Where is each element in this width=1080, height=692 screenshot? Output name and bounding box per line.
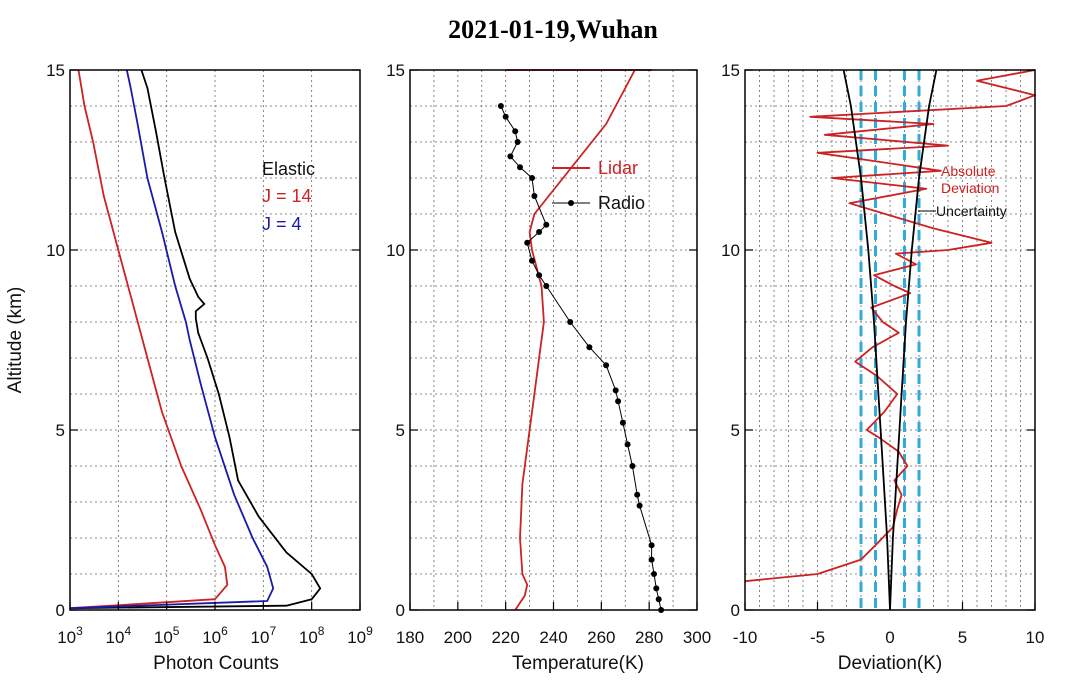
radio-point — [514, 139, 521, 145]
radio-point — [536, 272, 543, 279]
radio-point — [615, 398, 622, 405]
radio-point — [507, 153, 514, 160]
legend-lidar: Lidar — [598, 158, 638, 178]
radio-point — [619, 419, 626, 426]
radio-point — [651, 571, 657, 577]
radio-point — [529, 175, 535, 181]
y-tick-label: 5 — [731, 421, 740, 440]
legend-j4: J = 4 — [262, 214, 302, 234]
x-axis-label-temperature: Temperature(K) — [512, 653, 644, 674]
x-tick-label: 260 — [587, 628, 615, 647]
x-tick-label: -5 — [810, 628, 825, 647]
radio-point — [529, 257, 535, 264]
y-axis-label: Altitude (km) — [5, 287, 26, 394]
x-axis-label-deviation: Deviation(K) — [838, 653, 943, 674]
radio-point — [497, 103, 504, 109]
x-tick-exponent: 9 — [366, 624, 373, 638]
legend-radio-marker — [568, 200, 574, 206]
x-tick-label: 0 — [885, 628, 894, 647]
radio-point — [543, 283, 550, 289]
radio-point — [653, 585, 660, 592]
radio-point — [531, 193, 538, 199]
radio-point — [629, 463, 636, 469]
radio-point — [634, 491, 641, 498]
radio-point — [648, 556, 655, 563]
figure-title: 2021-01-19,Wuhan — [448, 15, 658, 44]
x-tick-label: -10 — [733, 628, 758, 647]
series-uncertainty-line — [842, 69, 891, 611]
x-tick-label: 180 — [396, 628, 424, 647]
x-tick-exponent: 3 — [76, 624, 83, 638]
radio-point — [536, 229, 543, 235]
radio-point — [586, 344, 593, 351]
series-j-4-line — [69, 69, 275, 610]
x-tick-exponent: 7 — [269, 624, 276, 638]
series-elastic-line — [69, 69, 322, 610]
x-tick-label: 280 — [635, 628, 663, 647]
annotation-deviation: Deviation — [941, 180, 999, 196]
legend-j14: J = 14 — [262, 186, 312, 206]
y-tick-label: 5 — [396, 421, 405, 440]
y-tick-label: 10 — [46, 241, 65, 260]
radio-point — [648, 542, 655, 549]
photon-counts-panel: 0 5 10 15 103 104 105 106 107 108 109 — [46, 61, 373, 647]
series-lidar-line — [505, 69, 653, 611]
radio-point — [502, 113, 509, 120]
x-tick-label: 109 — [347, 624, 373, 647]
radio-point — [524, 239, 531, 246]
series-j-14-line — [69, 69, 229, 610]
x-tick-label: 300 — [683, 628, 711, 647]
x-tick-label: 5 — [958, 628, 967, 647]
series-uncertainty-line — [889, 69, 938, 611]
radio-point — [655, 596, 662, 603]
annotation-absolute: Absolute — [941, 163, 996, 179]
annotation-uncertainty: Uncertainty — [936, 203, 1007, 219]
radio-point — [603, 362, 610, 369]
x-tick-exponent: 8 — [318, 624, 325, 638]
y-tick-label: 10 — [386, 241, 405, 260]
x-axis-label-photon: Photon Counts — [153, 653, 279, 674]
radio-point — [624, 441, 631, 448]
radio-point — [567, 319, 574, 325]
x-tick-exponent: 5 — [173, 624, 180, 638]
y-tick-label: 15 — [386, 61, 405, 80]
legend-elastic: Elastic — [262, 159, 315, 179]
y-tick-label: 0 — [56, 601, 65, 620]
y-tick-label: 5 — [56, 421, 65, 440]
x-tick-exponent: 4 — [124, 624, 131, 638]
x-tick-label: 200 — [444, 628, 472, 647]
radio-point — [636, 502, 643, 509]
x-tick-label: 108 — [299, 624, 325, 647]
legend-radio: Radio — [598, 193, 645, 213]
x-tick-label: 104 — [106, 624, 132, 647]
x-tick-label: 220 — [491, 628, 519, 647]
y-tick-label: 0 — [396, 601, 405, 620]
radio-point — [517, 164, 523, 171]
radio-point — [543, 221, 550, 228]
x-tick-label: 10 — [1026, 628, 1045, 647]
y-tick-label: 10 — [721, 241, 740, 260]
radio-point — [612, 387, 619, 394]
y-tick-label: 0 — [731, 601, 740, 620]
x-tick-label: 106 — [202, 624, 228, 647]
y-tick-label: 15 — [721, 61, 740, 80]
x-tick-exponent: 6 — [221, 624, 228, 638]
radio-point — [512, 128, 519, 135]
x-tick-label: 103 — [57, 624, 83, 647]
deviation-panel: 0 5 10 15 -10 -5 0 5 10 — [721, 61, 1044, 647]
x-tick-label: 107 — [251, 624, 277, 647]
x-tick-label: 105 — [154, 624, 180, 647]
temperature-panel: 0 5 10 15 180 200 220 240 260 280 300 — [386, 61, 711, 647]
y-tick-label: 15 — [46, 61, 65, 80]
x-tick-label: 240 — [539, 628, 567, 647]
